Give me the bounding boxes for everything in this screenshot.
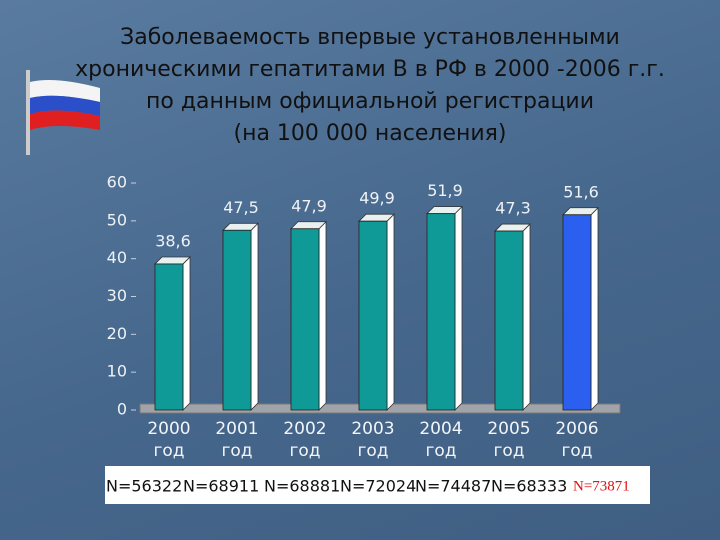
sample-size: N=72024 bbox=[340, 477, 416, 496]
value-label: 47,5 bbox=[223, 198, 259, 217]
y-tick-label: 30 bbox=[107, 286, 127, 305]
sample-size: N=74487 bbox=[415, 477, 491, 496]
chart-title: (на 100 000 населения) bbox=[233, 121, 506, 146]
x-tick-label: 2003 год bbox=[351, 419, 395, 461]
chart-title: Заболеваемость впервые установленными bbox=[120, 25, 620, 50]
value-label: 47,3 bbox=[495, 199, 531, 218]
y-tick-label: 20 bbox=[107, 324, 127, 343]
bar bbox=[426, 213, 456, 411]
sample-size: N=73871 bbox=[573, 478, 630, 494]
n-box bbox=[105, 466, 650, 504]
bar bbox=[290, 228, 320, 411]
bar-side bbox=[590, 206, 599, 411]
chart-title: хроническими гепатитами В в РФ в 2000 -2… bbox=[75, 57, 665, 82]
sample-size: N=68333 bbox=[491, 477, 567, 496]
chart-title: по данным официальной регистрации bbox=[146, 89, 594, 114]
bar bbox=[154, 263, 184, 411]
flag bbox=[26, 70, 100, 155]
value-label: 49,9 bbox=[359, 189, 395, 208]
bar-side bbox=[182, 255, 191, 411]
value-label: 38,6 bbox=[155, 231, 191, 250]
x-tick-label: 2006 год bbox=[555, 419, 599, 461]
sample-size: N=56322 bbox=[106, 477, 182, 496]
sample-size: N=68881 bbox=[264, 477, 340, 496]
y-tick-label: 10 bbox=[107, 362, 127, 381]
value-label: 51,6 bbox=[563, 182, 599, 201]
bar-side bbox=[454, 205, 463, 411]
x-tick-label: 2005 год bbox=[487, 419, 531, 461]
y-tick-label: 40 bbox=[107, 248, 127, 267]
bar bbox=[358, 220, 388, 411]
y-tick-label: 60 bbox=[107, 173, 127, 192]
bar-side bbox=[522, 223, 531, 411]
bar bbox=[222, 229, 252, 411]
bar-side bbox=[250, 222, 259, 411]
x-tick-label: 2000 год bbox=[147, 419, 191, 461]
y-tick-label: 50 bbox=[107, 210, 127, 229]
x-tick-label: 2002 год bbox=[283, 419, 327, 461]
x-tick-label: 2001 год bbox=[215, 419, 259, 461]
bar-side bbox=[386, 213, 395, 411]
value-label: 51,9 bbox=[427, 181, 463, 200]
bar bbox=[494, 230, 524, 411]
bar-side bbox=[318, 220, 327, 411]
bar bbox=[562, 214, 592, 411]
x-tick-label: 2004 год bbox=[419, 419, 463, 461]
value-label: 47,9 bbox=[291, 196, 327, 215]
sample-size: N=68911 bbox=[183, 477, 259, 496]
y-tick-label: 0 bbox=[117, 400, 127, 419]
